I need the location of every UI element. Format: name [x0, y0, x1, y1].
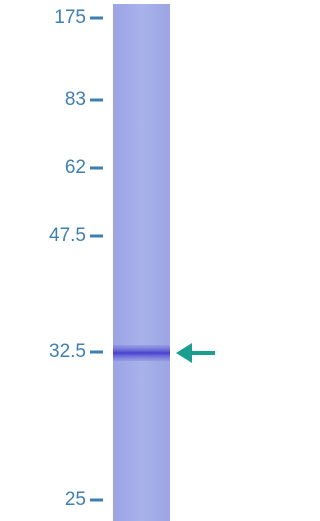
marker-label: 32.5 [49, 341, 86, 362]
marker-label: 175 [54, 7, 86, 28]
gel-lane [113, 4, 170, 521]
marker-label: 25 [65, 489, 86, 510]
marker-label: 62 [65, 157, 86, 178]
gel-image: 175 83 62 47.5 32.5 25 [0, 0, 241, 521]
protein-band [113, 345, 170, 361]
band-arrow [176, 343, 215, 363]
marker-label: 47.5 [49, 225, 86, 246]
marker-label: 83 [65, 89, 86, 110]
marker-ladder: 175 83 62 47.5 32.5 25 [49, 7, 103, 510]
